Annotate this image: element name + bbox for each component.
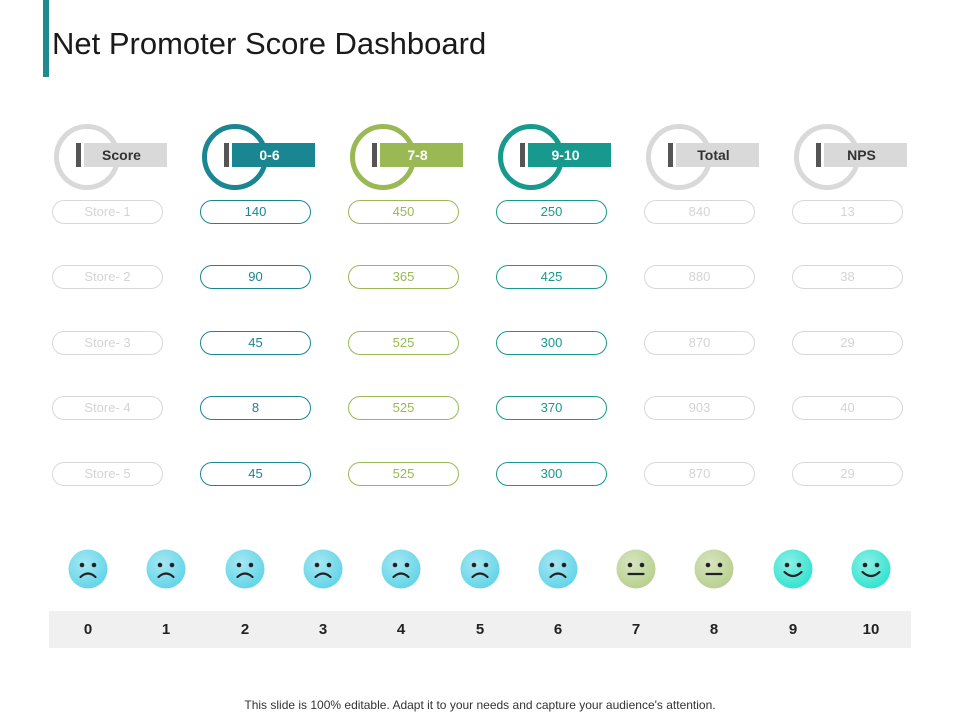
happy-face-icon [851,549,891,589]
table-cell: 425 [496,265,607,289]
scale-number: 1 [161,621,171,638]
table-cell: 40 [792,396,903,420]
sad-face-icon [303,549,343,589]
scale-number: 0 [83,621,93,638]
column-header-label: Total [668,143,759,167]
scale-number: 4 [396,621,406,638]
tab-notch-gap [821,143,824,167]
tab-notch-gap [377,143,380,167]
table-cell: 450 [348,200,459,224]
tab-notch [372,143,377,167]
column-header-label: 9-10 [520,143,611,167]
table-cell: 903 [644,396,755,420]
table-cell: 29 [792,462,903,486]
column-header-text: 7-8 [407,147,428,163]
neutral-face-icon [616,549,656,589]
table-cell: 13 [792,200,903,224]
table-cell: Store- 4 [52,396,163,420]
scale-number: 5 [475,621,485,638]
column-header-text: Total [697,147,730,163]
scale-number: 3 [318,621,328,638]
column-header-0-6: 0-6 [200,123,315,190]
table-cell: 38 [792,265,903,289]
scale-number: 9 [788,621,798,638]
score-scale-bar [49,611,911,648]
table-cell: 880 [644,265,755,289]
column-header-score: Score [52,123,167,190]
sad-face-icon [225,549,265,589]
table-cell: 365 [348,265,459,289]
scale-number: 6 [553,621,563,638]
sad-face-icon [460,549,500,589]
table-cell: 8 [200,396,311,420]
table-cell: 29 [792,331,903,355]
tab-notch-gap [81,143,84,167]
table-cell: 250 [496,200,607,224]
column-header-9-10: 9-10 [496,123,611,190]
title-accent-bar [43,0,49,77]
scale-number: 2 [240,621,250,638]
table-cell: 370 [496,396,607,420]
table-cell: Store- 5 [52,462,163,486]
table-cell: Store- 2 [52,265,163,289]
table-cell: 870 [644,331,755,355]
table-cell: 140 [200,200,311,224]
column-header-label: NPS [816,143,907,167]
table-cell: 525 [348,462,459,486]
neutral-face-icon [694,549,734,589]
sad-face-icon [68,549,108,589]
table-cell: Store- 1 [52,200,163,224]
sad-face-icon [381,549,421,589]
column-header-label: Score [76,143,167,167]
footer-note: This slide is 100% editable. Adapt it to… [244,698,716,712]
column-header-label: 0-6 [224,143,315,167]
table-cell: Store- 3 [52,331,163,355]
column-header-7-8: 7-8 [348,123,463,190]
column-header-nps: NPS [792,123,907,190]
tab-notch [816,143,821,167]
table-cell: 840 [644,200,755,224]
table-cell: 300 [496,462,607,486]
page-title: Net Promoter Score Dashboard [52,26,487,61]
table-cell: 300 [496,331,607,355]
scale-number: 7 [631,621,641,638]
tab-notch-gap [525,143,528,167]
tab-notch [520,143,525,167]
table-cell: 525 [348,396,459,420]
sad-face-icon [146,549,186,589]
column-header-text: 0-6 [259,147,280,163]
table-cell: 45 [200,462,311,486]
table-cell: 870 [644,462,755,486]
column-header-total: Total [644,123,759,190]
tab-notch-gap [673,143,676,167]
table-cell: 45 [200,331,311,355]
tab-notch-gap [229,143,232,167]
scale-number: 8 [709,621,719,638]
column-header-text: NPS [847,147,876,163]
column-header-text: Score [102,147,141,163]
sad-face-icon [538,549,578,589]
tab-notch [224,143,229,167]
tab-notch [76,143,81,167]
column-header-text: 9-10 [551,147,580,163]
scale-number: 10 [862,621,880,638]
table-cell: 525 [348,331,459,355]
table-cell: 90 [200,265,311,289]
happy-face-icon [773,549,813,589]
tab-notch [668,143,673,167]
column-header-label: 7-8 [372,143,463,167]
